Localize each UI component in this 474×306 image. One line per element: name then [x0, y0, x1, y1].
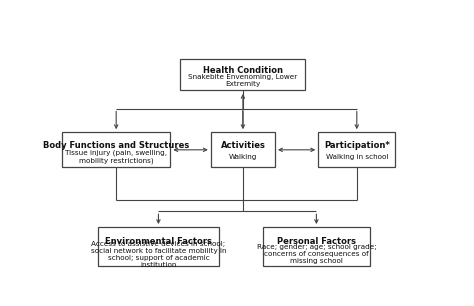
Text: Snakebite Envenoming, Lower
Extremity: Snakebite Envenoming, Lower Extremity — [188, 74, 298, 87]
FancyBboxPatch shape — [318, 132, 395, 167]
Text: Body Functions and Structures: Body Functions and Structures — [43, 141, 189, 150]
Text: Activities: Activities — [220, 141, 265, 150]
Text: Environmental Factors: Environmental Factors — [105, 237, 212, 246]
FancyBboxPatch shape — [181, 59, 305, 90]
Text: Health Condition: Health Condition — [203, 66, 283, 75]
Text: Personal Factors: Personal Factors — [277, 237, 356, 246]
Text: Participation*: Participation* — [324, 141, 390, 150]
Text: Tissue injury (pain, swelling,
mobility restrictions): Tissue injury (pain, swelling, mobility … — [65, 150, 167, 164]
Text: Walking: Walking — [229, 154, 257, 160]
Text: Access to assistive devices in school;
social network to facilitate mobility in
: Access to assistive devices in school; s… — [91, 241, 226, 268]
FancyBboxPatch shape — [98, 227, 219, 266]
Text: Walking in school: Walking in school — [326, 154, 388, 160]
FancyBboxPatch shape — [62, 132, 170, 167]
Text: Race; gender; age; school grade;
concerns of consequences of
missing school: Race; gender; age; school grade; concern… — [256, 244, 376, 264]
FancyBboxPatch shape — [211, 132, 275, 167]
FancyBboxPatch shape — [263, 227, 370, 266]
